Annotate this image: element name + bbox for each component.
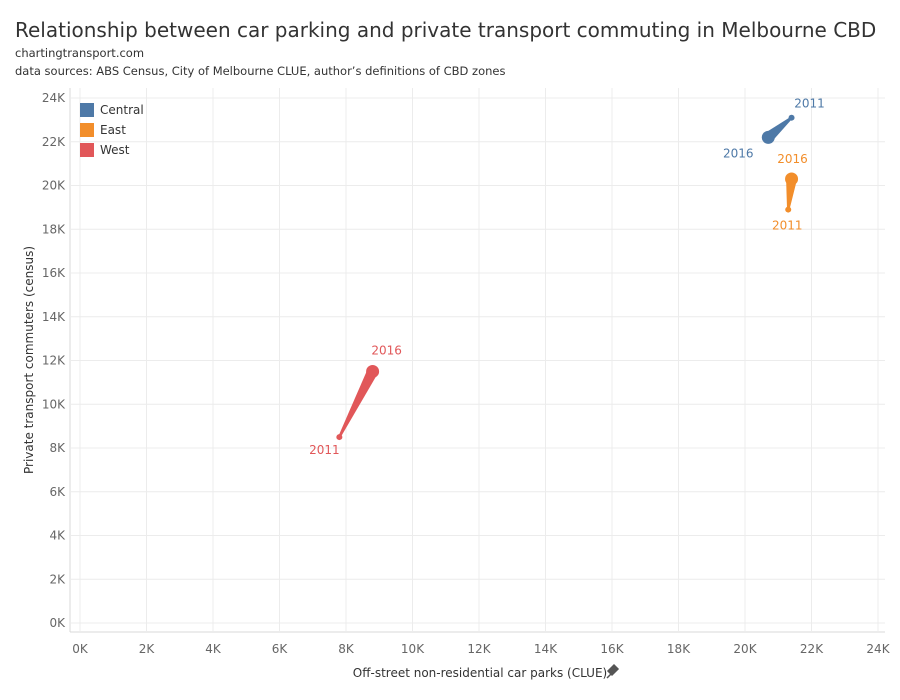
x-tick-label: 14K	[534, 642, 558, 656]
data-point-west-2016	[366, 364, 380, 378]
legend-label: West	[100, 143, 130, 157]
data-point-central-2016	[761, 130, 775, 144]
y-tick-label: 20K	[42, 179, 66, 193]
data-point-east-2016	[785, 172, 799, 186]
y-tick-label: 8K	[49, 441, 66, 455]
x-tick-label: 18K	[667, 642, 691, 656]
data-point-central-2011	[788, 114, 795, 121]
y-tick-label: 14K	[42, 310, 66, 324]
legend-item-west[interactable]: West	[80, 140, 144, 160]
x-tick-label: 12K	[467, 642, 491, 656]
data-label-east-2016: 2016	[777, 152, 808, 166]
x-tick-label: 16K	[600, 642, 624, 656]
x-axis-title: Off-street non-residential car parks (CL…	[353, 666, 607, 680]
data-label-central-2016: 2016	[723, 146, 754, 160]
x-tick-label: 8K	[338, 642, 355, 656]
chart-subtitle-source: chartingtransport.com	[15, 46, 145, 60]
data-label-west-2011: 2011	[309, 443, 340, 457]
data-label-central-2011: 2011	[794, 97, 825, 111]
x-tick-label: 0K	[72, 642, 89, 656]
series-line-west	[338, 368, 378, 438]
legend-item-central[interactable]: Central	[80, 100, 144, 120]
legend-swatch	[80, 123, 94, 137]
y-tick-label: 24K	[42, 91, 66, 105]
chart-subtitle-data-sources: data sources: ABS Census, City of Melbou…	[15, 64, 506, 78]
data-point-east-2011	[785, 206, 792, 213]
series-line-east	[786, 178, 798, 210]
legend-item-east[interactable]: East	[80, 120, 144, 140]
legend-swatch	[80, 143, 94, 157]
chart-title: Relationship between car parking and pri…	[15, 18, 877, 42]
x-tick-label: 22K	[800, 642, 824, 656]
y-tick-label: 18K	[42, 222, 66, 236]
data-point-west-2011	[336, 434, 343, 441]
x-tick-label: 24K	[866, 642, 890, 656]
legend-label: East	[100, 123, 126, 137]
x-tick-label: 4K	[205, 642, 222, 656]
data-label-west-2016: 2016	[371, 343, 402, 357]
x-tick-label: 20K	[733, 642, 757, 656]
y-tick-label: 6K	[49, 485, 66, 499]
x-tick-label: 6K	[272, 642, 289, 656]
legend-label: Central	[100, 103, 144, 117]
y-tick-label: 16K	[42, 266, 66, 280]
y-tick-label: 10K	[42, 397, 66, 411]
y-tick-label: 2K	[49, 572, 66, 586]
y-tick-label: 4K	[49, 529, 66, 543]
legend: Central East West	[80, 100, 144, 160]
y-tick-label: 22K	[42, 135, 66, 149]
y-axis-title: Private transport commuters (census)	[22, 246, 36, 474]
legend-swatch	[80, 103, 94, 117]
y-tick-label: 0K	[49, 616, 66, 630]
x-tick-label: 10K	[401, 642, 425, 656]
pin-icon-shape	[606, 663, 620, 679]
x-tick-label: 2K	[139, 642, 156, 656]
data-label-east-2011: 2011	[772, 219, 803, 233]
y-tick-label: 12K	[42, 354, 66, 368]
